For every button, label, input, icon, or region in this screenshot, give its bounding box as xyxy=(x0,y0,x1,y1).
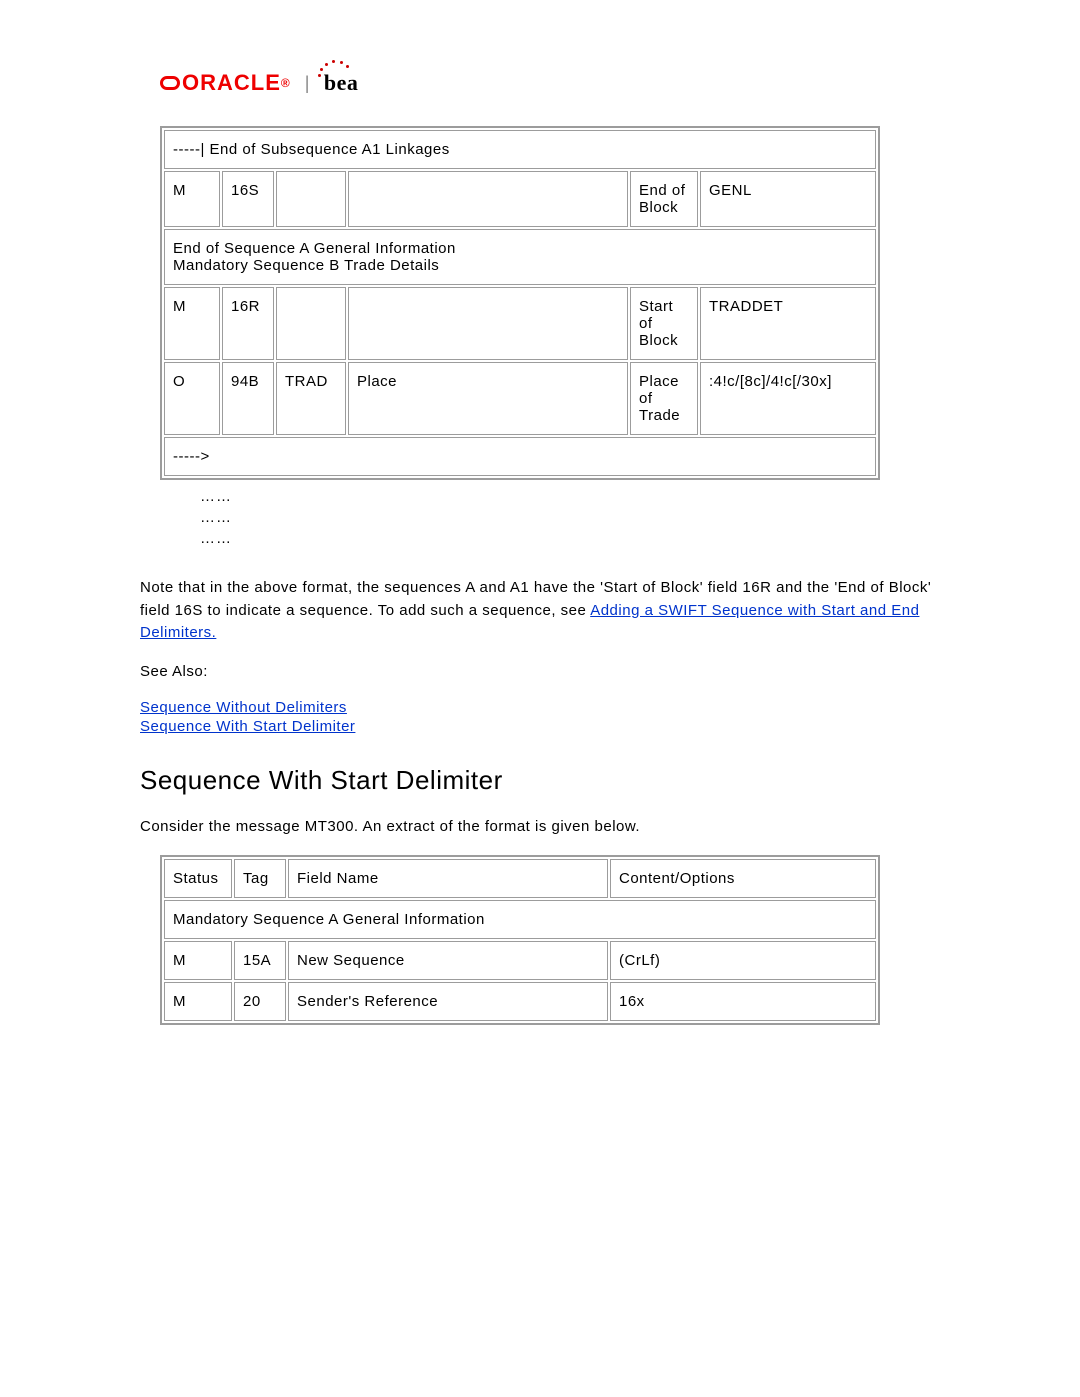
header-options: Content/Options xyxy=(610,859,876,898)
cell-fieldname: Place xyxy=(348,362,628,435)
cell-tag: 16R xyxy=(222,287,274,360)
table-row: End of Sequence A General Information Ma… xyxy=(164,229,876,285)
bea-logo: bea xyxy=(324,70,359,96)
heading-sequence-with-start-delimiter: Sequence With Start Delimiter xyxy=(140,765,940,796)
table-row: M 15A New Sequence (CrLf) xyxy=(164,941,876,980)
cell-tag: 94B xyxy=(222,362,274,435)
logo-separator: | xyxy=(305,73,310,94)
end-sequence-a-row: End of Sequence A General Information Ma… xyxy=(164,229,876,285)
cell-qualifier xyxy=(276,171,346,227)
oracle-text: ORACLE xyxy=(182,70,281,96)
logo-row: ORACLE® | bea xyxy=(160,70,940,96)
see-also-label: See Also: xyxy=(140,661,940,684)
ellipsis-block: …… …… …… xyxy=(140,488,940,547)
table-row: M 16R Start of Block TRADDET xyxy=(164,287,876,360)
cell-fieldname: New Sequence xyxy=(288,941,608,980)
table-row: M 16S End of Block GENL xyxy=(164,171,876,227)
cell-desc: Start of Block xyxy=(630,287,698,360)
cell-status: M xyxy=(164,982,232,1021)
table-row: -----| End of Subsequence A1 Linkages xyxy=(164,130,876,169)
sequence-table-1: -----| End of Subsequence A1 Linkages M … xyxy=(160,126,880,480)
ellipsis-line: …… xyxy=(200,488,940,505)
cell-options: GENL xyxy=(700,171,876,227)
cell-status: O xyxy=(164,362,220,435)
header-tag: Tag xyxy=(234,859,286,898)
end-subsequence-a1-row: -----| End of Subsequence A1 Linkages xyxy=(164,130,876,169)
cell-tag: 20 xyxy=(234,982,286,1021)
cell-tag: 15A xyxy=(234,941,286,980)
oracle-o-icon xyxy=(160,76,180,90)
link-sequence-without-delimiters[interactable]: Sequence Without Delimiters xyxy=(140,699,940,716)
cell-options: TRADDET xyxy=(700,287,876,360)
cell-options: :4!c/[8c]/4!c[/30x] xyxy=(700,362,876,435)
cell-fieldname: Sender's Reference xyxy=(288,982,608,1021)
table-row: -----> xyxy=(164,437,876,476)
oracle-logo: ORACLE® xyxy=(160,70,291,96)
cell-options: (CrLf) xyxy=(610,941,876,980)
mt300-paragraph: Consider the message MT300. An extract o… xyxy=(140,816,940,839)
arrow-row: -----> xyxy=(164,437,876,476)
cell-fieldname xyxy=(348,171,628,227)
cell-status: M xyxy=(164,171,220,227)
cell-desc: Place of Trade xyxy=(630,362,698,435)
header-status: Status xyxy=(164,859,232,898)
page-container: ORACLE® | bea -----| End of Subsequence … xyxy=(0,0,1080,1093)
sequence-table-2: Status Tag Field Name Content/Options Ma… xyxy=(160,855,880,1025)
ellipsis-line: …… xyxy=(200,509,940,526)
header-fieldname: Field Name xyxy=(288,859,608,898)
cell-options: 16x xyxy=(610,982,876,1021)
cell-fieldname xyxy=(348,287,628,360)
table-row: M 20 Sender's Reference 16x xyxy=(164,982,876,1021)
note-paragraph: Note that in the above format, the seque… xyxy=(140,577,940,645)
cell-status: M xyxy=(164,941,232,980)
cell-qualifier: TRAD xyxy=(276,362,346,435)
table-header-row: Status Tag Field Name Content/Options xyxy=(164,859,876,898)
table-row: O 94B TRAD Place Place of Trade :4!c/[8c… xyxy=(164,362,876,435)
link-sequence-with-start-delimiter[interactable]: Sequence With Start Delimiter xyxy=(140,718,940,735)
cell-status: M xyxy=(164,287,220,360)
cell-desc: End of Block xyxy=(630,171,698,227)
cell-qualifier xyxy=(276,287,346,360)
ellipsis-line: …… xyxy=(200,530,940,547)
cell-tag: 16S xyxy=(222,171,274,227)
table-row: Mandatory Sequence A General Information xyxy=(164,900,876,939)
bea-text: bea xyxy=(324,70,359,96)
mandatory-seq-a-row: Mandatory Sequence A General Information xyxy=(164,900,876,939)
see-also-links: Sequence Without Delimiters Sequence Wit… xyxy=(140,699,940,735)
